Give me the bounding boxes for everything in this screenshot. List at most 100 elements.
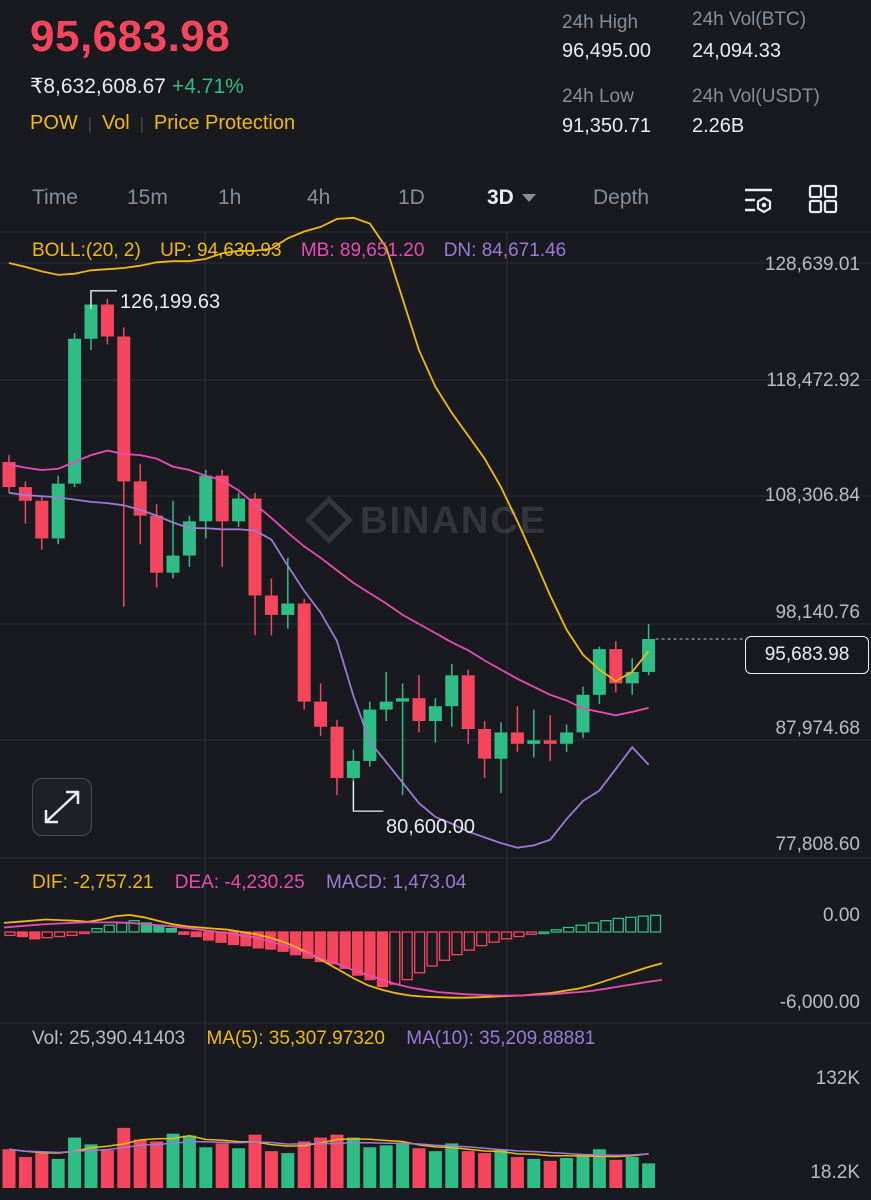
tab-4h[interactable]: 4h: [307, 186, 331, 209]
interval-tabs: Time 15m 1h 4h 1D 3D Depth: [0, 178, 871, 222]
volume-bar: [461, 1151, 475, 1188]
macd-bar: [351, 931, 364, 976]
vol-tick-label: 18.2K: [810, 1162, 860, 1183]
macd-tick-label: 0.00: [823, 905, 860, 926]
macd-bar: [488, 931, 500, 943]
macd-legend: DIF: -2,757.21 DEA: -4,230.25 MACD: 1,47…: [32, 872, 466, 894]
volume-bar: [379, 1145, 393, 1188]
fiat-price-row: ₹8,632,608.67 +4.71%: [30, 74, 244, 99]
volume-bar: [576, 1155, 590, 1188]
high-marker-label: 126,199.63: [120, 291, 221, 313]
volume-bar: [182, 1135, 196, 1188]
volume-bar: [51, 1158, 65, 1188]
vol-value: Vol: 25,390.41403: [32, 1028, 186, 1049]
vol-tick-label: 132K: [815, 1068, 860, 1089]
macd-bar: [525, 931, 537, 935]
last-price: 95,683.98: [30, 12, 231, 61]
boll-up: UP: 94,630.93: [160, 240, 282, 261]
volume-bar: [2, 1149, 16, 1188]
fullscreen-button[interactable]: [32, 778, 92, 836]
volume-bar: [428, 1151, 442, 1188]
chart-settings-icon[interactable]: [742, 186, 776, 216]
candle-body: [363, 709, 377, 761]
macd-bar: [103, 924, 115, 933]
macd-bar: [165, 927, 177, 933]
macd-bar: [438, 931, 451, 961]
24h-vol-btc-label: 24h Vol(BTC): [692, 9, 807, 30]
macd-bar: [302, 931, 314, 959]
low-marker-line: [352, 781, 384, 812]
price-protection-link[interactable]: Price Protection: [153, 112, 296, 134]
macd-bar: [389, 931, 401, 985]
price-tick-label: 118,472.92: [766, 370, 860, 391]
volume-bar: [281, 1153, 295, 1188]
24h-low-label: 24h Low: [562, 86, 634, 107]
candle-body: [642, 639, 656, 672]
macd-tick-label: -6,000.00: [779, 992, 860, 1013]
tag-links: POW | Vol | Price Protection: [30, 112, 296, 134]
macd-bar: [600, 920, 612, 933]
macd-bar: [376, 931, 389, 988]
volume-bar: [84, 1144, 98, 1188]
24h-vol-btc-value: 24,094.33: [692, 40, 781, 62]
tab-time[interactable]: Time: [32, 186, 78, 209]
pow-link[interactable]: POW: [30, 112, 78, 134]
volume-bar: [592, 1149, 606, 1188]
fiat-price: ₹8,632,608.67: [30, 75, 166, 98]
candle-body: [346, 760, 360, 779]
24h-high-label: 24h High: [562, 12, 639, 33]
tab-15m[interactable]: 15m: [127, 186, 168, 209]
price-tick-label: 128,639.01: [764, 254, 860, 275]
24h-vol-usdt-value: 2.26B: [692, 115, 745, 137]
volume-bar: [412, 1148, 426, 1188]
tab-1h[interactable]: 1h: [218, 186, 242, 209]
volume-bar: [642, 1163, 656, 1188]
boll-lower-line: [8, 491, 650, 849]
vol-ma5-line: [8, 1134, 649, 1158]
macd-bar: [66, 931, 78, 937]
current-price-tag: 95,683.98: [745, 636, 869, 674]
vol-ma5: MA(5): 35,307.97320: [206, 1028, 385, 1049]
vol-link[interactable]: Vol: [101, 112, 130, 134]
candle-body: [330, 726, 344, 779]
macd-bar: [513, 931, 525, 938]
macd-dea: DEA: -4,230.25: [174, 872, 305, 893]
candle-body: [297, 603, 311, 702]
volume-bar: [117, 1127, 131, 1188]
price-change: +4.71%: [171, 75, 244, 98]
macd-bar: [327, 931, 339, 965]
24h-low-value: 91,350.71: [562, 115, 651, 137]
candle-body: [560, 732, 574, 744]
tab-depth[interactable]: Depth: [593, 186, 650, 209]
candle-body: [461, 675, 475, 729]
volume-bar: [100, 1150, 114, 1188]
layout-grid-icon[interactable]: [808, 184, 838, 214]
macd-bar: [538, 931, 550, 935]
volume-bar: [199, 1147, 213, 1188]
tab-3d[interactable]: 3D: [487, 186, 536, 210]
low-marker-label: 80,600.00: [386, 816, 475, 838]
candle-body: [232, 498, 246, 522]
volume-bar: [363, 1147, 377, 1188]
volume-bar: [625, 1156, 639, 1188]
volume-bar: [314, 1137, 328, 1188]
candle-body: [576, 694, 590, 733]
macd-bar: [364, 931, 376, 981]
candle-body: [428, 706, 442, 722]
volume-bar: [445, 1143, 459, 1188]
volume-bar: [264, 1151, 278, 1188]
tab-1d[interactable]: 1D: [398, 186, 425, 209]
candle-body: [166, 555, 180, 573]
candle-body: [527, 740, 541, 744]
vol-ma10-line: [8, 1140, 649, 1157]
candle-body: [314, 701, 328, 727]
vol-ma10: MA(10): 35,209.88881: [406, 1028, 596, 1049]
volume-bar: [543, 1160, 557, 1188]
chevron-down-icon: [521, 194, 536, 203]
vol-legend: Vol: 25,390.41403 MA(5): 35,307.97320 MA…: [32, 1028, 595, 1050]
candle-body: [445, 675, 459, 707]
boll-legend: BOLL:(20, 2) UP: 94,630.93 MB: 89,651.20…: [32, 240, 566, 262]
volume-bar: [232, 1148, 246, 1188]
candle-body: [100, 304, 114, 337]
